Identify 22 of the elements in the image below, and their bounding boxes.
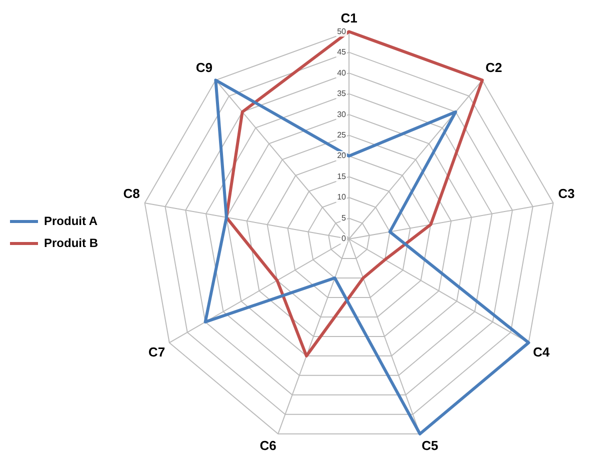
y-tick-label: 30 [337,110,347,119]
y-tick-label: 45 [337,48,347,57]
y-tick-label: 25 [337,130,347,140]
spoke-label: C1 [340,10,358,26]
spoke-label: C7 [148,344,166,360]
y-tick-label: 50 [337,26,347,36]
spoke-label: C3 [558,186,575,201]
legend-label: Produit A [44,214,98,228]
spoke-label: C2 [486,60,502,76]
y-tick-label: 40 [337,68,347,78]
legend-label: Produit B [44,236,98,250]
y-tick-label: 5 [342,213,347,222]
y-tick-label: 10 [337,192,347,202]
spoke-label: C9 [196,60,212,76]
spoke-label: C8 [123,186,140,201]
y-tick-label: 0 [342,234,347,244]
y-tick-label: 35 [337,89,347,98]
spoke-label: C4 [532,344,550,360]
spoke-label: C6 [260,438,276,453]
y-tick-label: 20 [337,151,347,160]
spoke-label: C5 [422,438,438,453]
y-tick-label: 15 [337,172,347,181]
